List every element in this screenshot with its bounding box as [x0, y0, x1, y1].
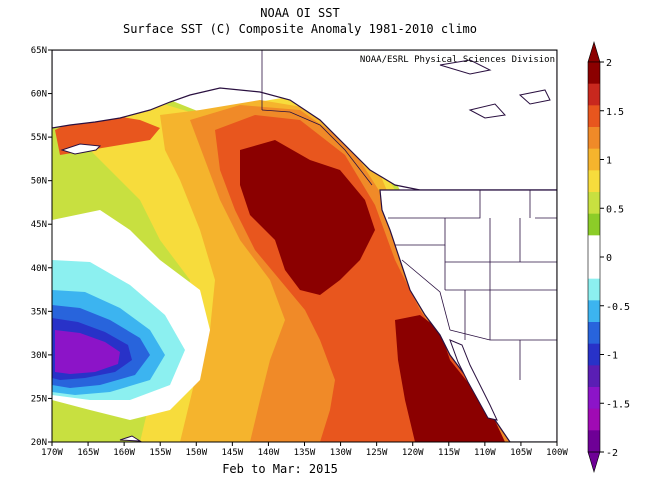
lon-tick-label: 120W: [402, 448, 424, 458]
colorbar-cell: [588, 322, 600, 345]
period-label: Feb to Mar: 2015: [222, 462, 338, 476]
colorbar-label: 0.5: [606, 204, 624, 215]
lat-tick-label: 50N: [31, 177, 47, 187]
coast-details: [60, 59, 551, 442]
colorbar-top-arrow: [587, 40, 601, 63]
lat-tick-label: 65N: [31, 46, 47, 56]
cold-band-purple: [55, 330, 120, 374]
colorbar-bottom-arrow: [587, 451, 601, 474]
colorbar-cell: [588, 127, 600, 150]
latitude-axis: 65N 60N 55N 50N 45N 40N 35N 30N 25N 20N: [31, 46, 52, 448]
lon-tick-label: 165W: [77, 448, 99, 458]
north-america-land: [379, 189, 557, 442]
lon-tick-label: 100W: [546, 448, 568, 458]
credit-text: NOAA/ESRL Physical Sciences Division: [360, 55, 555, 65]
colorbar-cell: [588, 343, 600, 366]
colorbar-cell: [588, 170, 600, 193]
lon-tick-label: 135W: [294, 448, 316, 458]
lat-tick-label: 55N: [31, 133, 47, 143]
anomaly-band-high: [240, 140, 375, 295]
colorbar-cell: [588, 300, 600, 323]
lon-tick-label: 155W: [149, 448, 171, 458]
lat-tick-label: 35N: [31, 307, 47, 317]
colorbar-label: -1: [606, 351, 618, 362]
lat-tick-label: 40N: [31, 264, 47, 274]
colorbar-cell: [588, 387, 600, 410]
colorbar-cell: [588, 148, 600, 171]
map-title: NOAA OI SST: [260, 6, 340, 20]
lat-tick-label: 20N: [31, 438, 47, 448]
lat-tick-label: 45N: [31, 220, 47, 230]
lon-tick-label: 110W: [474, 448, 496, 458]
colorbar-cell: [588, 192, 600, 215]
lon-tick-label: 140W: [258, 448, 280, 458]
map-subtitle: Surface SST (C) Composite Anomaly 1981-2…: [122, 22, 477, 36]
colorbar-label: 1: [606, 156, 612, 167]
lon-tick-label: 160W: [113, 448, 135, 458]
colorbar-cell: [588, 430, 600, 453]
colorbar-label: -0.5: [606, 302, 630, 313]
colorbar-cell: [588, 235, 600, 258]
lon-tick-label: 125W: [366, 448, 388, 458]
political-borders: [261, 50, 557, 380]
colorbar-label: 0: [606, 253, 612, 264]
lat-tick-label: 30N: [31, 351, 47, 361]
lon-tick-label: 145W: [222, 448, 244, 458]
colorbar-cell: [588, 278, 600, 301]
lat-tick-label: 25N: [31, 394, 47, 404]
colorbar-cell: [588, 83, 600, 106]
colorbar-cell: [588, 213, 600, 236]
lon-tick-label: 115W: [438, 448, 460, 458]
baja-peninsula: [449, 339, 498, 421]
colorbar-label: 2: [606, 58, 612, 69]
colorbar-label: -1.5: [606, 399, 630, 410]
longitude-axis: 170W 165W 160W 155W 150W 145W 140W 135W 130W 125W…: [41, 442, 568, 458]
anomaly-field: [52, 50, 557, 442]
colorbar-label: -2: [606, 448, 618, 459]
lon-tick-label: 150W: [185, 448, 207, 458]
colorbar-cell: [588, 408, 600, 431]
colorbar-cell: [588, 105, 600, 128]
anomaly-band-high-south: [395, 315, 505, 442]
lon-tick-label: 170W: [41, 448, 63, 458]
lat-tick-label: 60N: [31, 90, 47, 100]
lon-tick-label: 130W: [330, 448, 352, 458]
colorbar-cell: [588, 62, 600, 85]
colorbar-cell: [588, 365, 600, 388]
colorbar-label: 1.5: [606, 107, 624, 118]
lon-tick-label: 105W: [510, 448, 532, 458]
colorbar-cell: [588, 257, 600, 280]
